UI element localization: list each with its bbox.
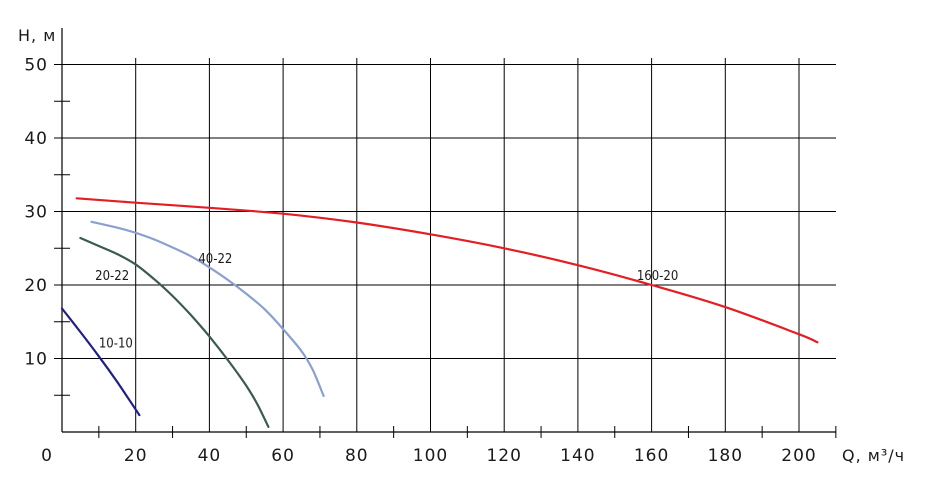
series-lines [60, 197, 819, 428]
x-tick-label-140: 140 [560, 446, 595, 466]
series-label-160-20: 160-20 [637, 269, 678, 284]
y-tick-label-50: 50 [24, 56, 48, 76]
x-tick-label-160: 160 [634, 446, 669, 466]
x-tick-label-0: 0 [41, 446, 53, 466]
x-tick-label-120: 120 [486, 446, 521, 466]
x-tick-label-60: 60 [271, 446, 295, 466]
x-tick-label-180: 180 [708, 446, 743, 466]
x-tick-label-200: 200 [781, 446, 816, 466]
axes [54, 28, 837, 438]
series-labels: 10-10 20-22 40-22 160-20 [95, 252, 678, 352]
series-line-20-22 [79, 236, 270, 428]
x-axis-label: Q, м³/ч [842, 446, 905, 465]
tick-labels: 0 20 40 60 80 100 120 140 160 180 200 10 20 30 40 50 [24, 56, 816, 467]
series-line-160-20 [75, 197, 819, 344]
x-tick-label-80: 80 [345, 446, 369, 466]
y-tick-label-20: 20 [24, 276, 48, 296]
series-label-40-22: 40-22 [198, 252, 232, 267]
grid [62, 58, 836, 432]
y-tick-label-10: 10 [24, 350, 48, 370]
series-label-20-22: 20-22 [95, 269, 129, 284]
series-label-10-10: 10-10 [99, 336, 133, 351]
x-tick-label-40: 40 [198, 446, 222, 466]
x-tick-label-100: 100 [413, 446, 448, 466]
x-tick-label-20: 20 [124, 446, 148, 466]
series-line-10-10 [60, 307, 141, 417]
y-tick-label-40: 40 [24, 129, 48, 149]
y-tick-label-30: 30 [24, 203, 48, 223]
y-axis-label: H, м [18, 26, 56, 45]
series-line-40-22 [90, 220, 325, 398]
